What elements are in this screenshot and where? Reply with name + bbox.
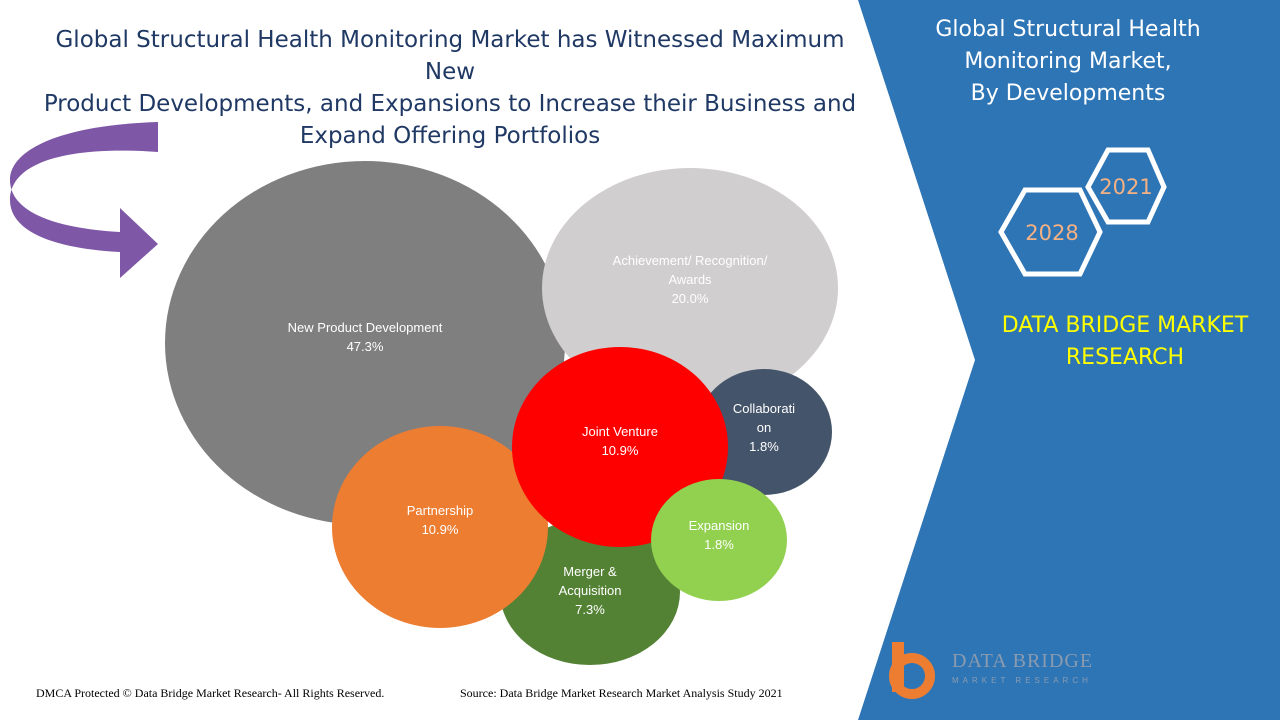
logo-icon [889,642,935,699]
bubble-label-3: Acquisition [559,583,622,598]
bubble-label-2: Collaborati [733,401,795,416]
bubble-label-2: on [757,420,771,435]
bubble-label-0: New Product Development [288,320,443,335]
brand-line: DATA BRIDGE MARKET [1001,313,1249,338]
bubble-label-1: 20.0% [672,291,709,306]
bubble-label-6: Expansion [689,518,750,533]
copyright-notice: DMCA Protected © Data Bridge Market Rese… [36,686,385,700]
bubble-label-3: 7.3% [575,602,605,617]
blue-side-panel [858,0,1280,720]
logo-text: DATA BRIDGE [952,650,1094,672]
bubble-label-1: Achievement/ Recognition/ [613,253,768,268]
bubble-label-5: 10.9% [602,443,639,458]
logo-subtext: MARKET RESEARCH [952,676,1092,685]
bubble-label-2: 1.8% [749,439,779,454]
bubble-4 [332,426,548,628]
bubble-label-5: Joint Venture [582,424,658,439]
brand-line: RESEARCH [1065,345,1185,370]
brand-name: DATA BRIDGE MARKET RESEARCH [980,310,1270,374]
curved-arrow-icon [10,122,158,278]
source-note: Source: Data Bridge Market Research Mark… [460,686,783,700]
year-2021: 2021 [1099,175,1152,199]
bubble-label-4: Partnership [407,503,473,518]
bubble-6 [651,479,787,601]
bubble-label-3: Merger & [563,564,617,579]
side-title-line: By Developments [970,81,1166,106]
page-title-line: Expand Offering Portfolios [299,123,601,149]
hexagon-2021-icon [1085,147,1167,225]
page-title-line: Product Developments, and Expansions to … [43,91,857,117]
bubble-label-4: 10.9% [422,522,459,537]
bubble-3 [500,519,680,665]
side-title-line: Global Structural Health [935,17,1201,42]
bubble-label-6: 1.8% [704,537,734,552]
bubble-label-1: Awards [668,272,712,287]
year-2028: 2028 [1025,221,1078,245]
side-title-line: Monitoring Market, [964,49,1172,74]
side-title: Global Structural Health Monitoring Mark… [930,14,1206,110]
hexagon-2028-icon [998,187,1103,277]
page-title: Global Structural Health Monitoring Mark… [30,24,870,152]
bubble-chart: New Product Development 47.3% Achievement/… [165,161,838,665]
page-title-line: Global Structural Health Monitoring Mark… [55,27,845,85]
bubble-label-0: 47.3% [347,339,384,354]
bubble-2 [696,369,832,495]
